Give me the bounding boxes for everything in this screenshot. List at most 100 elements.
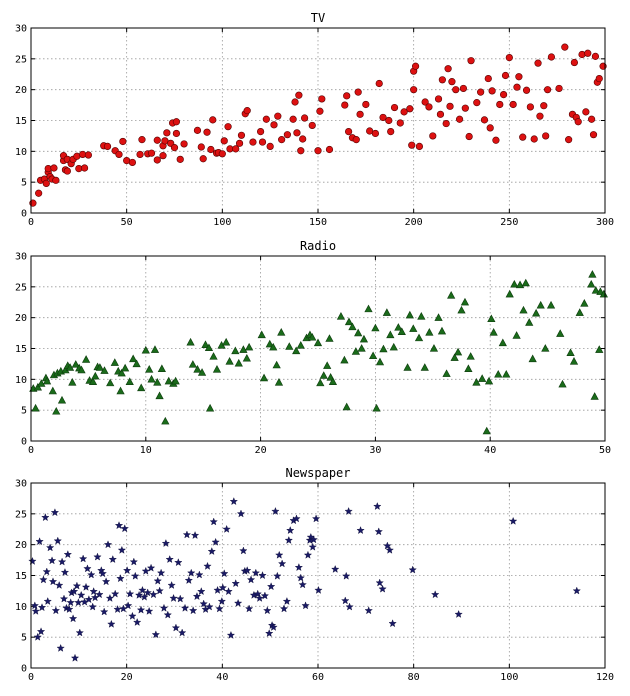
data-point bbox=[48, 577, 58, 586]
data-point bbox=[314, 585, 323, 594]
data-point bbox=[63, 550, 72, 559]
data-point bbox=[272, 360, 281, 369]
data-point bbox=[144, 606, 154, 615]
x-tick-label: 80 bbox=[408, 672, 420, 683]
data-point bbox=[536, 300, 545, 309]
data-point bbox=[153, 377, 162, 386]
data-point bbox=[89, 587, 98, 596]
data-point bbox=[255, 593, 264, 602]
data-point bbox=[547, 53, 556, 61]
data-point bbox=[155, 391, 164, 400]
data-point bbox=[284, 535, 293, 544]
data-point bbox=[35, 537, 44, 546]
x-tick-label: 0 bbox=[28, 672, 34, 683]
data-point bbox=[69, 587, 79, 596]
data-point bbox=[501, 71, 510, 80]
data-point bbox=[68, 377, 77, 386]
data-point bbox=[138, 585, 147, 594]
data-point bbox=[153, 136, 161, 144]
data-point bbox=[319, 371, 328, 379]
data-point bbox=[218, 583, 227, 592]
data-point bbox=[591, 52, 600, 60]
data-point bbox=[98, 569, 107, 578]
data-point bbox=[129, 557, 139, 566]
data-point bbox=[41, 513, 50, 522]
data-point bbox=[414, 333, 424, 342]
data-point bbox=[193, 365, 202, 373]
data-point bbox=[519, 305, 528, 314]
data-point bbox=[389, 342, 398, 351]
data-point bbox=[141, 345, 150, 354]
data-point bbox=[362, 100, 370, 109]
chart-title: Newspaper bbox=[285, 466, 350, 480]
data-point bbox=[505, 53, 513, 62]
data-point bbox=[375, 79, 383, 88]
x-tick-label: 0 bbox=[28, 217, 34, 228]
data-point bbox=[385, 116, 393, 125]
data-point bbox=[84, 595, 94, 604]
data-point bbox=[396, 119, 404, 127]
data-point bbox=[60, 568, 70, 576]
data-point bbox=[359, 334, 369, 343]
data-point bbox=[52, 176, 60, 184]
y-tick-label: 0 bbox=[21, 437, 27, 448]
data-point bbox=[116, 386, 125, 395]
data-point bbox=[35, 189, 43, 197]
data-point bbox=[81, 355, 91, 363]
data-point bbox=[195, 570, 204, 579]
data-point bbox=[460, 297, 470, 306]
data-point bbox=[266, 582, 276, 591]
data-point bbox=[42, 179, 50, 187]
data-point bbox=[51, 606, 61, 615]
data-point bbox=[257, 330, 266, 339]
data-point bbox=[149, 590, 158, 599]
data-point bbox=[150, 345, 160, 353]
data-point bbox=[588, 115, 596, 123]
y-tick-label: 5 bbox=[21, 633, 27, 644]
data-point bbox=[452, 86, 460, 94]
data-point bbox=[88, 377, 98, 385]
data-point bbox=[569, 357, 579, 365]
x-tick-label: 60 bbox=[312, 672, 324, 683]
y-tick-label: 0 bbox=[21, 664, 27, 675]
data-point bbox=[72, 581, 82, 590]
data-point bbox=[143, 588, 152, 597]
data-point bbox=[296, 340, 305, 349]
data-point bbox=[151, 630, 161, 639]
data-point bbox=[437, 326, 447, 335]
data-point bbox=[472, 377, 481, 386]
data-point bbox=[56, 643, 65, 652]
data-point bbox=[165, 555, 174, 563]
data-point bbox=[231, 346, 240, 355]
data-point bbox=[348, 322, 357, 331]
data-point bbox=[270, 121, 278, 129]
data-point bbox=[341, 596, 350, 605]
data-point bbox=[494, 369, 503, 378]
data-point bbox=[408, 141, 416, 149]
data-point bbox=[163, 129, 171, 137]
data-point bbox=[239, 345, 248, 353]
data-point bbox=[386, 330, 395, 339]
data-point bbox=[37, 379, 46, 387]
data-point bbox=[77, 590, 86, 599]
data-point bbox=[286, 526, 295, 535]
data-point bbox=[282, 597, 292, 605]
data-point bbox=[356, 526, 365, 535]
data-point bbox=[352, 136, 360, 144]
y-tick-label: 10 bbox=[15, 602, 27, 613]
data-point bbox=[345, 602, 354, 611]
data-point bbox=[161, 416, 170, 425]
data-point bbox=[197, 368, 207, 376]
data-point bbox=[457, 305, 466, 314]
data-point bbox=[134, 590, 144, 599]
y-tick-label: 15 bbox=[15, 116, 27, 127]
data-point bbox=[80, 164, 89, 172]
x-tick-label: 300 bbox=[596, 217, 614, 228]
data-point bbox=[30, 601, 39, 610]
data-point bbox=[271, 507, 280, 515]
data-point bbox=[235, 139, 244, 147]
data-point bbox=[50, 508, 60, 517]
data-point bbox=[193, 126, 202, 134]
data-point bbox=[190, 531, 200, 539]
data-point bbox=[296, 573, 305, 582]
